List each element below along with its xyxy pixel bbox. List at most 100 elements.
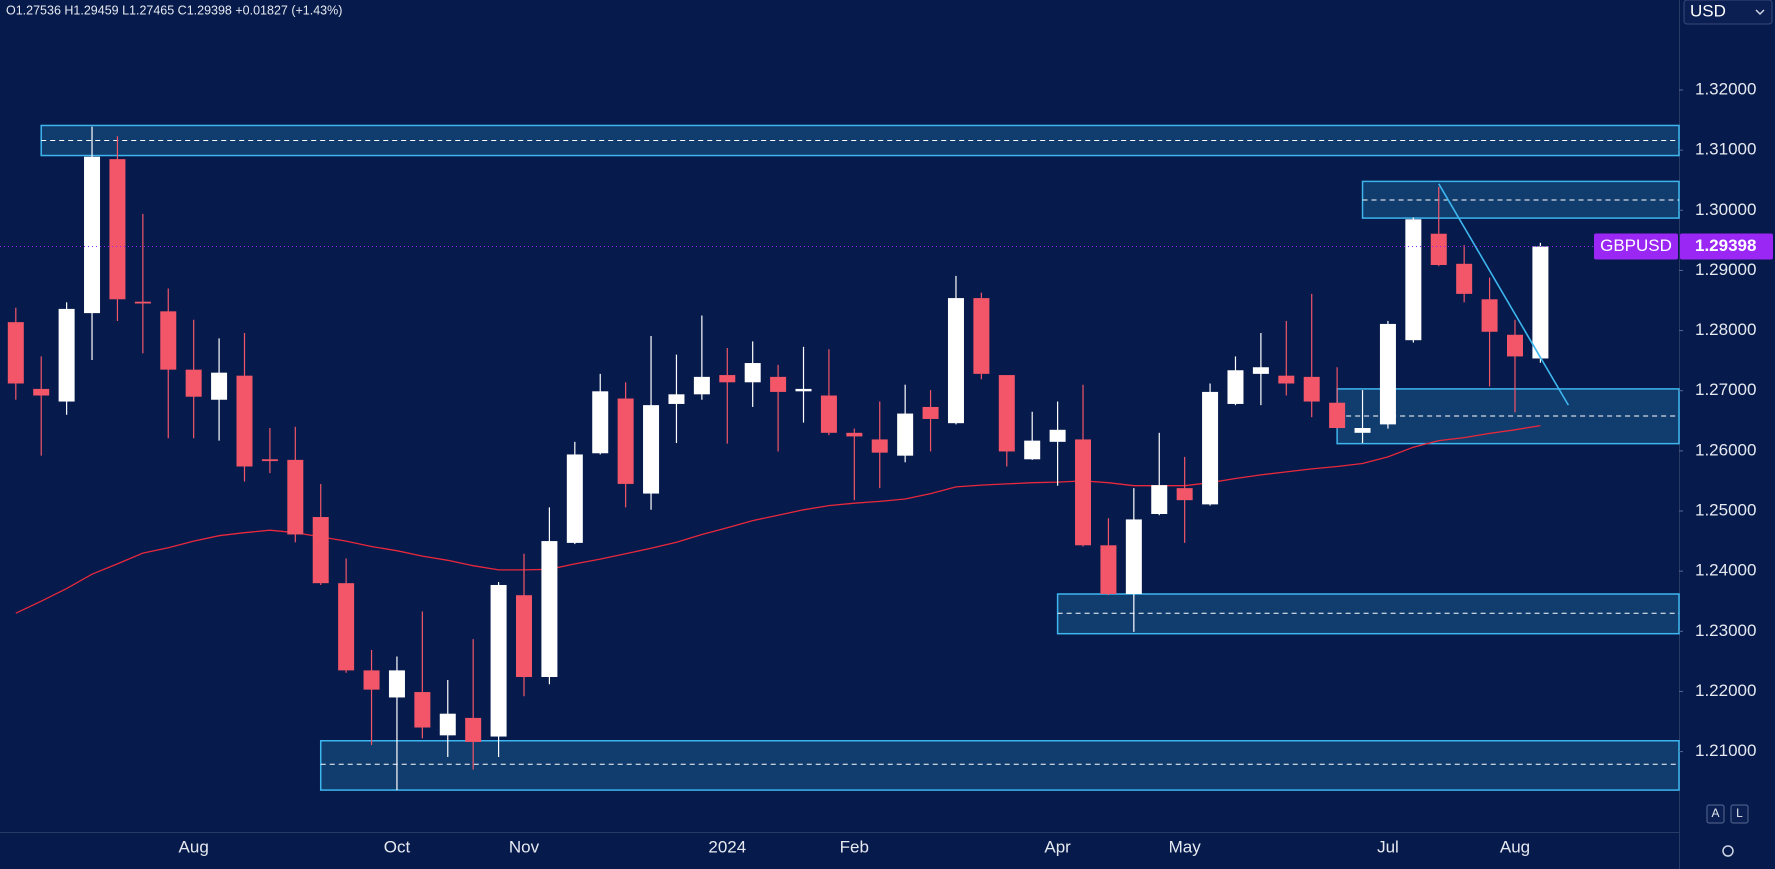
candle-body xyxy=(897,413,914,456)
candle-body xyxy=(211,372,228,400)
candle-body xyxy=(541,541,558,678)
y-tick-label: 1.31000 xyxy=(1695,140,1756,159)
candle-body xyxy=(465,717,482,742)
candle-body xyxy=(160,311,177,370)
x-tick-label: 2024 xyxy=(708,837,746,856)
auto-scale-button[interactable] xyxy=(1706,804,1725,824)
candle-body xyxy=(1481,299,1498,332)
candle-body xyxy=(795,388,812,392)
candle-body xyxy=(236,375,253,467)
price-tag-label: 1.29398 xyxy=(1695,236,1756,255)
candle-body xyxy=(1405,219,1422,341)
x-tick-label: Oct xyxy=(384,837,411,856)
candle-body xyxy=(1506,334,1523,357)
x-tick-label: Nov xyxy=(509,837,540,856)
candle-body xyxy=(1354,427,1371,433)
candle-body xyxy=(261,459,278,462)
candle-body xyxy=(1100,545,1117,595)
candle-body xyxy=(1151,485,1168,515)
candle-body xyxy=(338,583,355,671)
y-tick-label: 1.26000 xyxy=(1695,440,1756,459)
candle-body xyxy=(566,454,583,543)
candle-body xyxy=(643,405,660,494)
zone xyxy=(1056,593,1680,635)
candle-body xyxy=(871,439,888,453)
ohlc-header: O1.27536 H1.29459 L1.27465 C1.29398 +0.0… xyxy=(6,3,342,17)
candle-body xyxy=(58,308,75,402)
candle-body xyxy=(1075,439,1092,546)
y-tick-label: 1.27000 xyxy=(1695,380,1756,399)
candle-body xyxy=(1125,519,1142,595)
candle-body xyxy=(973,298,990,374)
candle-body xyxy=(1024,440,1041,460)
y-tick-label: 1.24000 xyxy=(1695,561,1756,580)
candle-body xyxy=(84,156,101,314)
candle-body xyxy=(1456,263,1473,294)
y-tick-label: 1.30000 xyxy=(1695,200,1756,219)
log-scale-button[interactable] xyxy=(1730,804,1749,824)
x-tick-label: Apr xyxy=(1044,837,1071,856)
candle-body xyxy=(185,369,202,397)
candle-body xyxy=(1329,402,1346,428)
candle-body xyxy=(922,406,939,419)
settings-icon[interactable] xyxy=(1722,845,1734,857)
candle-body xyxy=(1430,233,1447,266)
y-tick-label: 1.21000 xyxy=(1695,741,1756,760)
candle-body xyxy=(1049,429,1066,442)
candle-body xyxy=(592,391,609,454)
candle-body xyxy=(7,322,24,384)
candle-body xyxy=(1278,375,1295,384)
y-tick-label: 1.22000 xyxy=(1695,681,1756,700)
candle-body xyxy=(363,670,380,690)
candle-body xyxy=(109,159,126,300)
candle-body xyxy=(516,595,532,678)
candle-body xyxy=(287,459,304,535)
candle-body xyxy=(846,432,863,437)
candle-body xyxy=(1379,323,1396,425)
candle-body xyxy=(414,692,431,728)
y-tick-label: 1.28000 xyxy=(1695,320,1756,339)
x-tick-label: Feb xyxy=(840,837,869,856)
candle-body xyxy=(770,376,787,392)
candle-body xyxy=(312,517,329,584)
candle-body xyxy=(719,375,736,383)
candle-body xyxy=(1303,376,1320,402)
currency-dropdown[interactable] xyxy=(1683,0,1773,25)
candle-body xyxy=(820,395,837,433)
candle-body xyxy=(1202,391,1219,505)
candle-body xyxy=(1227,370,1244,404)
candle-body xyxy=(744,363,761,383)
x-tick-label: Aug xyxy=(1500,837,1530,856)
currency-label: USD xyxy=(1690,1,1726,20)
symbol-tag-label: GBPUSD xyxy=(1600,236,1672,255)
y-tick-label: 1.32000 xyxy=(1695,79,1756,98)
symbol-tag xyxy=(1594,233,1678,260)
y-tick-label: 1.25000 xyxy=(1695,500,1756,519)
candle-body xyxy=(33,388,50,396)
log-scale-label: L xyxy=(1736,806,1743,820)
candle-body xyxy=(490,584,507,737)
x-tick-label: Aug xyxy=(179,837,209,856)
candle-body xyxy=(617,398,634,484)
candle-body xyxy=(1252,367,1269,374)
moving-average xyxy=(15,424,1541,614)
candle-body xyxy=(1532,246,1549,359)
dropdown-caret xyxy=(1755,9,1765,16)
y-tick-label: 1.23000 xyxy=(1695,621,1756,640)
candle-body xyxy=(947,298,964,424)
trendline xyxy=(1438,183,1570,406)
candle-body xyxy=(134,301,151,304)
candle-body xyxy=(1176,488,1193,501)
candle-body xyxy=(439,713,456,736)
auto-scale-label: A xyxy=(1711,806,1719,820)
candle-body xyxy=(668,394,685,404)
price-tag xyxy=(1680,233,1773,260)
zone xyxy=(319,740,1680,791)
candle-body xyxy=(998,375,1015,452)
candle-body xyxy=(693,376,710,395)
y-tick-label: 1.29000 xyxy=(1695,260,1756,279)
x-tick-label: Jul xyxy=(1377,837,1399,856)
candle-body xyxy=(388,670,405,698)
